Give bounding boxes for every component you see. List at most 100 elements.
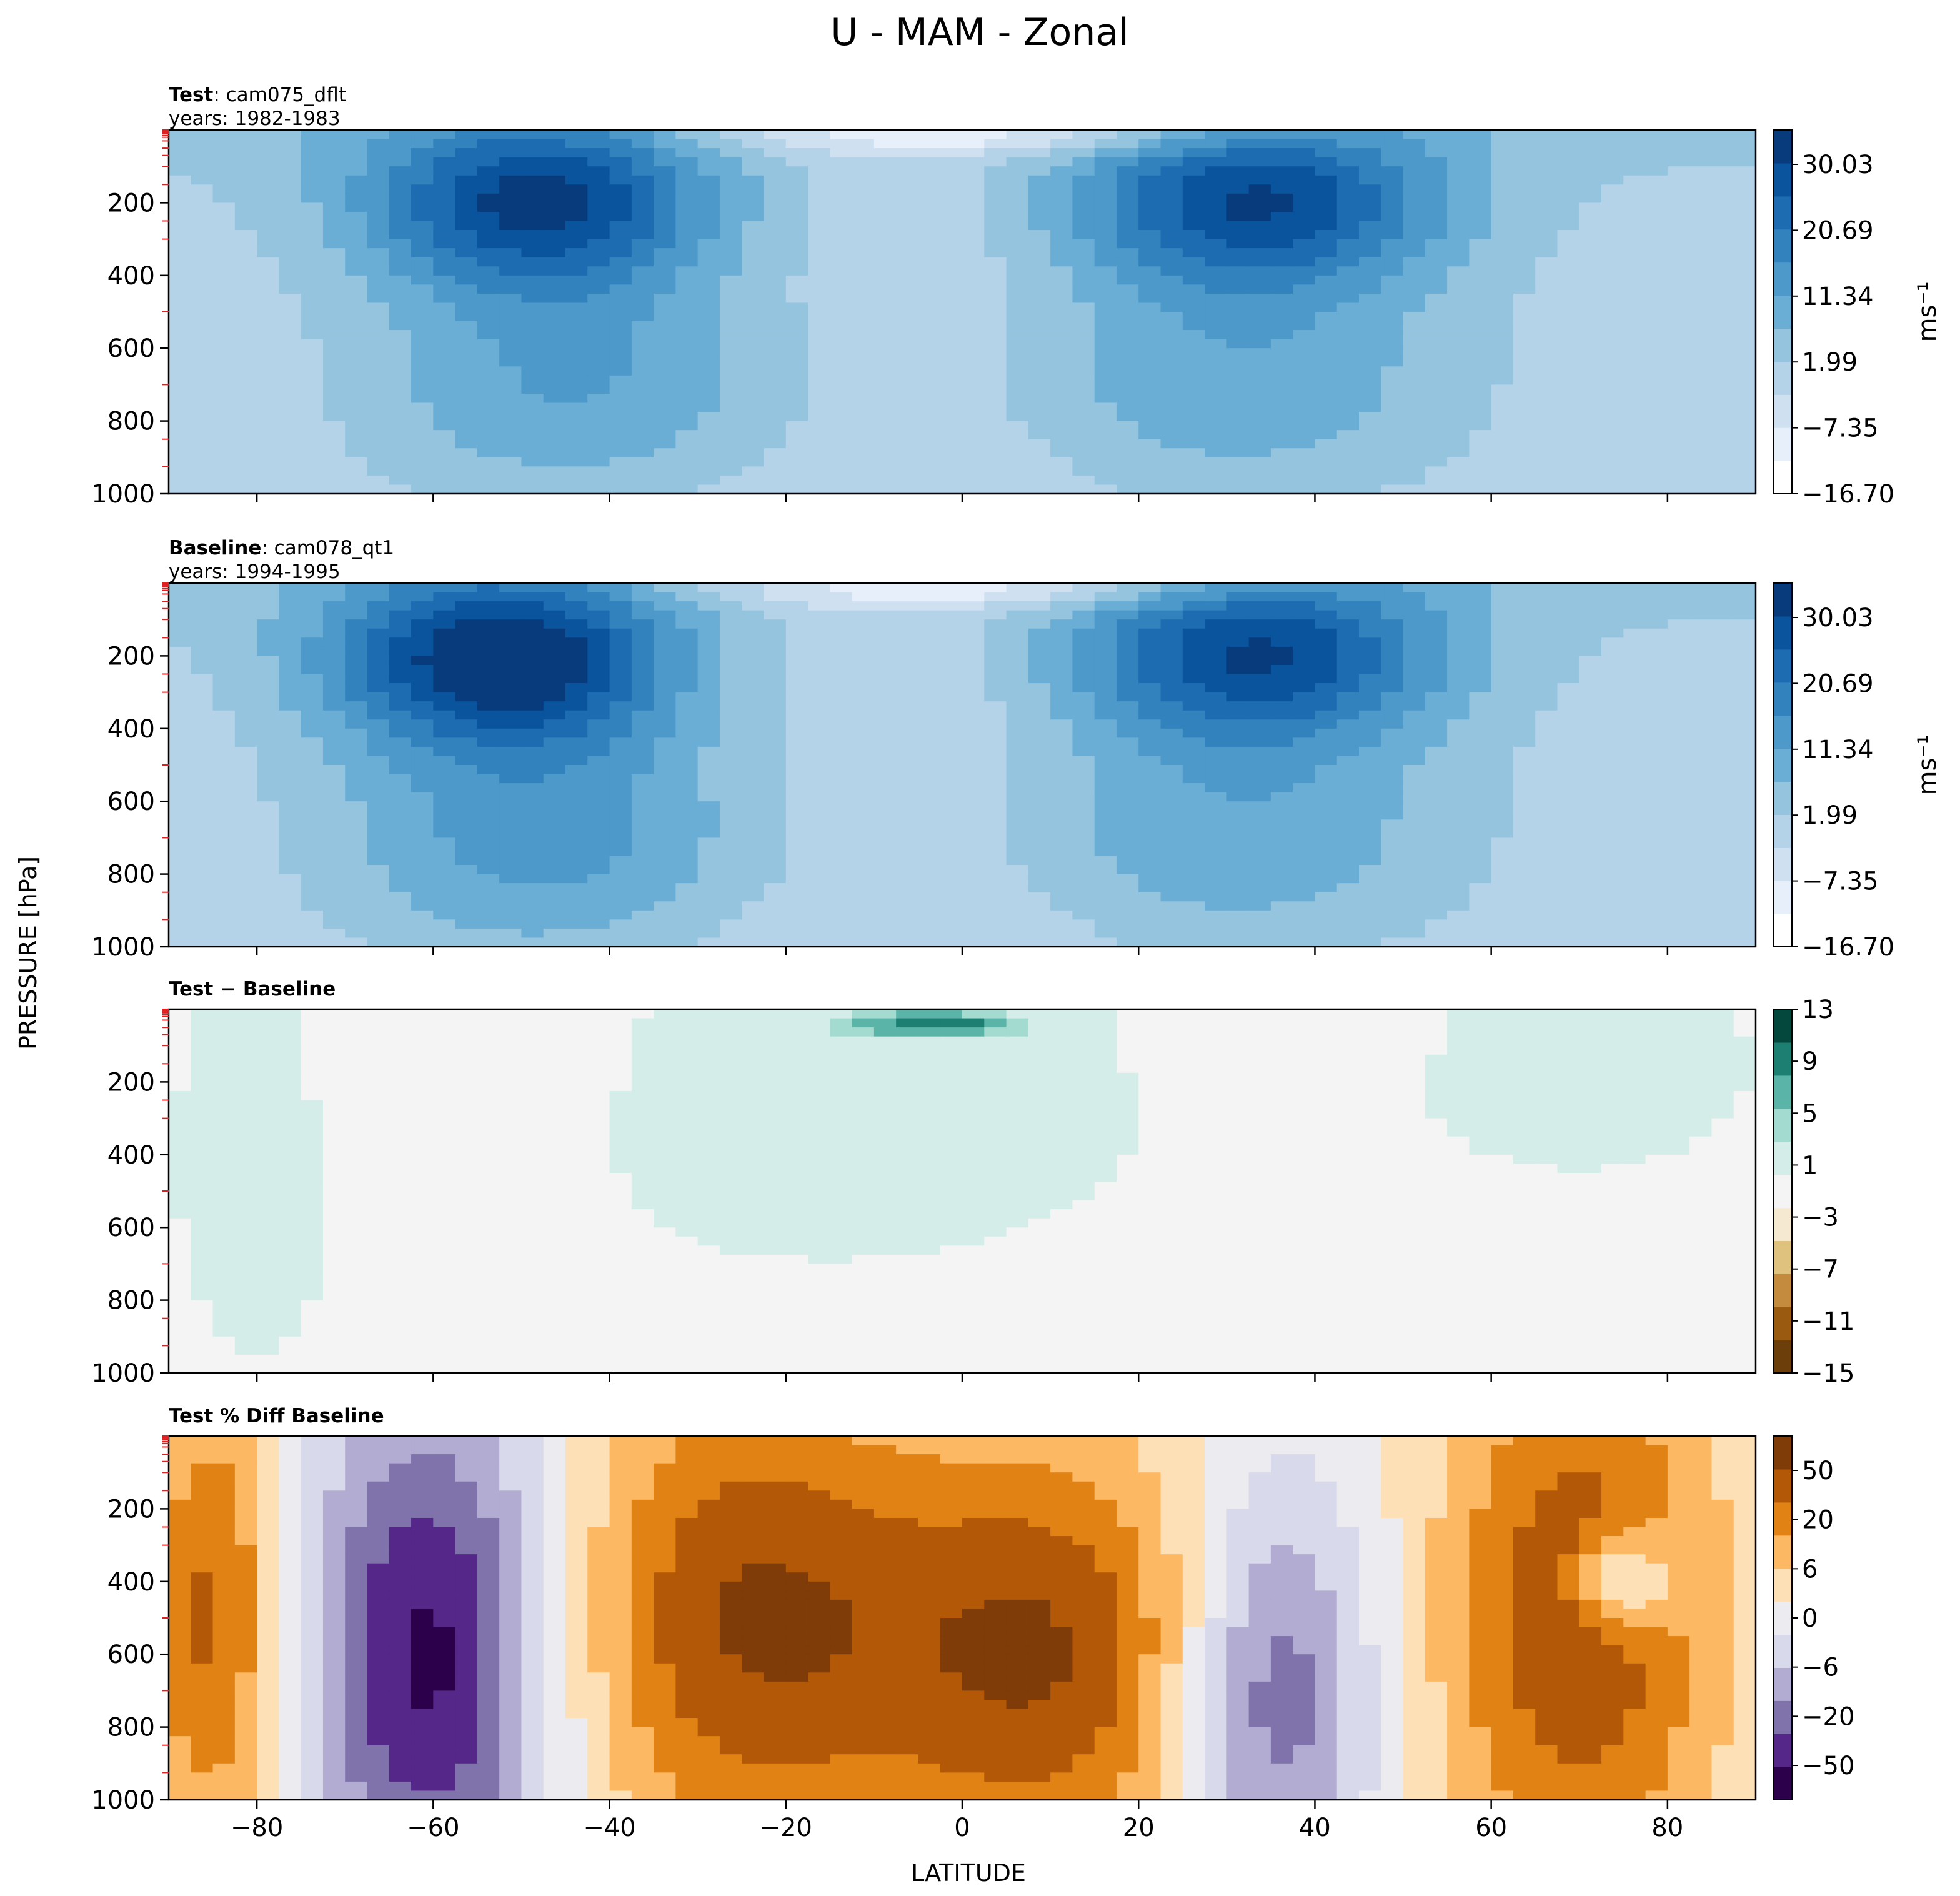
field-cell bbox=[212, 710, 236, 720]
field-cell bbox=[279, 846, 302, 857]
field-cell bbox=[896, 919, 919, 929]
field-cell bbox=[742, 719, 765, 729]
field-cell bbox=[1535, 393, 1558, 404]
field-cell bbox=[345, 846, 368, 857]
field-cell bbox=[1403, 366, 1426, 376]
field-cell bbox=[587, 384, 610, 394]
field-cell bbox=[1315, 375, 1338, 385]
field-cell bbox=[1072, 148, 1095, 158]
field-cell bbox=[1116, 402, 1139, 412]
field-cell bbox=[1447, 148, 1470, 158]
field-cell bbox=[1425, 230, 1448, 240]
field-cell bbox=[1138, 774, 1162, 784]
field-cell bbox=[322, 692, 346, 702]
field-cell bbox=[719, 221, 742, 231]
field-cell bbox=[1403, 166, 1426, 176]
field-cell bbox=[1601, 412, 1624, 422]
field-cell bbox=[389, 765, 412, 775]
field-cell bbox=[565, 412, 588, 422]
field-cell bbox=[1094, 248, 1117, 258]
field-cell bbox=[234, 810, 257, 820]
field-cell bbox=[1513, 148, 1536, 158]
field-cell bbox=[257, 637, 280, 647]
field-cell bbox=[433, 448, 456, 458]
field-cell bbox=[609, 257, 632, 267]
field-cell bbox=[1205, 375, 1227, 385]
field-cell bbox=[1205, 430, 1227, 440]
field-cell bbox=[764, 637, 787, 647]
field-cell bbox=[279, 466, 302, 476]
colorbar-swatch bbox=[1773, 328, 1792, 362]
field-cell bbox=[1138, 393, 1162, 404]
field-cell bbox=[873, 792, 897, 802]
field-cell bbox=[1667, 475, 1690, 485]
field-cell bbox=[984, 393, 1007, 404]
field-cell bbox=[257, 375, 280, 385]
field-cell bbox=[1359, 321, 1381, 331]
field-cell bbox=[1270, 628, 1293, 638]
field-cell bbox=[1182, 910, 1205, 920]
field-cell bbox=[367, 656, 390, 666]
field-cell bbox=[1248, 819, 1271, 829]
field-cell bbox=[1028, 774, 1051, 784]
field-cell bbox=[1205, 348, 1227, 358]
field-cell bbox=[345, 148, 368, 158]
field-cell bbox=[1205, 130, 1227, 140]
field-cell bbox=[565, 910, 588, 920]
field-cell bbox=[279, 819, 302, 829]
field-cell bbox=[1336, 393, 1360, 404]
field-cell bbox=[1160, 330, 1183, 340]
field-cell bbox=[191, 312, 214, 322]
field-cell bbox=[322, 312, 346, 322]
field-cell bbox=[565, 157, 588, 167]
field-cell bbox=[1138, 412, 1162, 422]
field-cell bbox=[675, 402, 699, 412]
field-cell bbox=[257, 765, 280, 775]
field-cell bbox=[697, 801, 720, 811]
field-cell bbox=[808, 801, 830, 811]
field-cell bbox=[719, 257, 742, 267]
field-cell bbox=[808, 692, 830, 702]
field-cell bbox=[191, 856, 214, 866]
field-cell bbox=[322, 646, 346, 657]
field-cell bbox=[1138, 901, 1162, 911]
field-cell bbox=[169, 412, 191, 422]
field-cell bbox=[873, 230, 897, 240]
field-cell bbox=[1270, 312, 1293, 322]
field-cell bbox=[1711, 457, 1734, 467]
field-cell bbox=[1226, 175, 1250, 185]
field-cell bbox=[1006, 910, 1029, 920]
field-cell bbox=[455, 166, 478, 176]
field-cell bbox=[1645, 202, 1668, 212]
field-cell bbox=[322, 257, 346, 267]
field-cell bbox=[785, 357, 808, 367]
field-cell bbox=[1293, 466, 1316, 476]
field-cell bbox=[719, 937, 742, 947]
field-cell bbox=[1469, 466, 1492, 476]
field-cell bbox=[565, 357, 588, 367]
field-cell bbox=[477, 928, 500, 938]
field-cell bbox=[1006, 656, 1029, 666]
field-cell bbox=[212, 239, 236, 249]
field-cell bbox=[1094, 765, 1117, 775]
field-cell bbox=[654, 837, 677, 847]
field-cell bbox=[257, 892, 280, 902]
field-cell bbox=[785, 339, 808, 349]
field-cell bbox=[322, 683, 346, 693]
field-cell bbox=[1138, 293, 1162, 303]
field-cell bbox=[169, 421, 191, 431]
field-cell bbox=[940, 466, 963, 476]
field-cell bbox=[918, 737, 941, 747]
field-cell bbox=[675, 592, 699, 602]
field-cell bbox=[1006, 592, 1029, 602]
field-cell bbox=[631, 856, 654, 866]
field-cell bbox=[697, 157, 720, 167]
field-cell bbox=[1469, 257, 1492, 267]
field-cell bbox=[521, 610, 544, 620]
field-cell bbox=[719, 357, 742, 367]
field-cell bbox=[212, 819, 236, 829]
field-cell bbox=[609, 275, 632, 285]
field-cell bbox=[1381, 384, 1404, 394]
field-cell bbox=[169, 221, 191, 231]
field-cell bbox=[1601, 475, 1624, 485]
